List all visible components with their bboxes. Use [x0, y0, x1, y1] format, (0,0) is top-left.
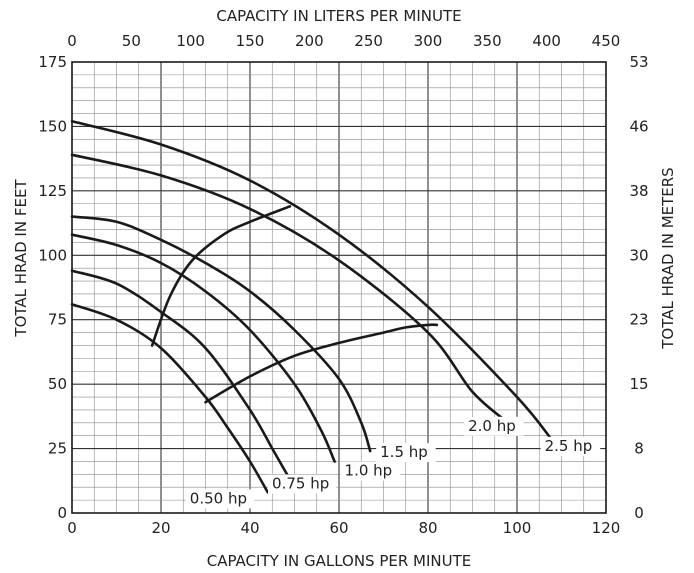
- x2-tick-label: 300: [414, 32, 443, 50]
- curve-label-bg: [268, 474, 337, 494]
- y2-tick-label: 0: [634, 504, 644, 522]
- x2-axis-title: CAPACITY IN LITERS PER MINUTE: [216, 7, 461, 25]
- y-axis-title: TOTAL HRAD IN FEET: [12, 179, 30, 338]
- y2-tick-label: 38: [629, 182, 648, 200]
- x2-tick-label: 0: [67, 32, 77, 50]
- y-tick-label: 0: [57, 504, 67, 522]
- y2-tick-label: 53: [629, 53, 648, 71]
- x-tick-label: 80: [418, 519, 437, 537]
- series-line: [70, 269, 292, 481]
- x-tick-label: 60: [329, 519, 348, 537]
- x2-tick-label: 350: [473, 32, 502, 50]
- x-tick-label: 40: [240, 519, 259, 537]
- x-tick-label: 100: [503, 519, 532, 537]
- y-tick-label: 150: [38, 117, 67, 135]
- series-line: [70, 120, 554, 443]
- reference-line: [150, 205, 292, 347]
- y-tick-label: 75: [48, 311, 67, 329]
- curve-label-bg: [540, 436, 601, 456]
- x2-tick-label: 450: [592, 32, 621, 50]
- x-tick-label: 20: [151, 519, 170, 537]
- curve-label-bg: [376, 443, 436, 463]
- y-tick-label: 175: [38, 53, 67, 71]
- y2-tick-label: 23: [629, 311, 648, 329]
- x-tick-label: 0: [67, 519, 77, 537]
- x2-tick-label: 150: [236, 32, 265, 50]
- reference-line: [204, 323, 439, 404]
- x2-tick-label: 100: [176, 32, 205, 50]
- x2-tick-label: 200: [295, 32, 324, 50]
- curve-label: 1.0 hp: [345, 461, 393, 479]
- curve-label: 2.0 hp: [468, 417, 516, 435]
- series-line: [70, 233, 336, 463]
- curve-label: 2.5 hp: [545, 437, 593, 455]
- x2-tick-label: 400: [532, 32, 561, 50]
- curve-label: 1.5 hp: [380, 443, 428, 461]
- curve-labels: 0.50 hp 0.75 hp 1.0 hp1.5 hp 2.0 hp 2.5 hp: [185, 416, 601, 509]
- x-tick-label: 120: [592, 519, 621, 537]
- y2-tick-label: 8: [634, 440, 644, 458]
- y2-tick-label: 30: [629, 246, 648, 264]
- series-line: [70, 303, 270, 494]
- curve-label: 0.50 hp: [190, 489, 247, 507]
- x2-tick-label: 250: [354, 32, 383, 50]
- curves: [70, 120, 554, 494]
- curve-label-bg: [464, 416, 524, 436]
- curve-label-bg: [340, 461, 401, 481]
- y-tick-label: 50: [48, 375, 67, 393]
- x2-tick-label: 50: [122, 32, 141, 50]
- x-axis-title: CAPACITY IN GALLONS PER MINUTE: [207, 552, 472, 570]
- y2-axis-title: TOTAL HRAD IN METERS: [659, 167, 677, 349]
- y2-tick-label: 15: [629, 375, 648, 393]
- series-line: [70, 215, 372, 453]
- series-line: [70, 153, 510, 425]
- curve-label-bg: [185, 489, 254, 509]
- y-tick-label: 25: [48, 440, 67, 458]
- plot-frame: [71, 61, 607, 514]
- grid: [71, 61, 607, 514]
- y-tick-label: 125: [38, 182, 67, 200]
- y-tick-label: 100: [38, 246, 67, 264]
- curve-label: 0.75 hp: [272, 474, 329, 492]
- y2-tick-label: 46: [629, 117, 648, 135]
